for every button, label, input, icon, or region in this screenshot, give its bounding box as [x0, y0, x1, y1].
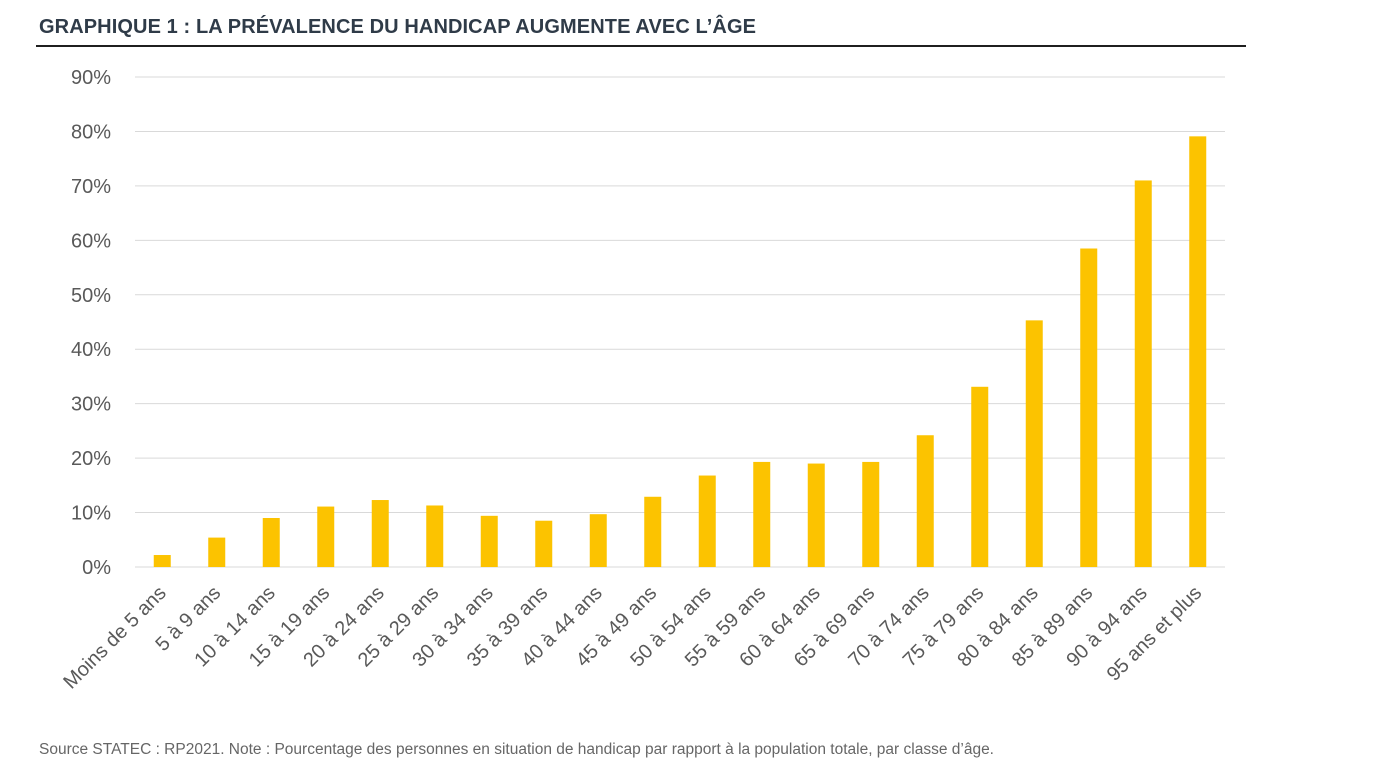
y-tick-label: 80%	[71, 121, 111, 143]
bar	[535, 520, 553, 567]
title-divider	[36, 45, 1246, 47]
bar	[208, 537, 226, 567]
y-tick-label: 0%	[82, 557, 111, 579]
bar	[862, 461, 880, 567]
bar	[807, 463, 825, 567]
bar	[589, 514, 607, 567]
y-tick-label: 70%	[71, 176, 111, 198]
bar	[753, 461, 771, 567]
bar	[971, 386, 989, 567]
source-note: Source STATEC : RP2021. Note : Pourcenta…	[39, 741, 994, 758]
bar	[480, 515, 498, 567]
bar	[153, 555, 171, 567]
y-tick-label: 50%	[71, 285, 111, 307]
y-tick-label: 10%	[71, 503, 111, 525]
bar	[1080, 248, 1098, 567]
bar-chart: 0%10%20%30%40%50%60%70%80%90%Moins de 5 …	[59, 67, 1225, 693]
y-tick-label: 40%	[71, 339, 111, 361]
bar	[1189, 136, 1207, 567]
y-tick-label: 20%	[71, 448, 111, 470]
bar	[262, 518, 280, 567]
y-tick-label: 30%	[71, 394, 111, 416]
bar	[1025, 320, 1043, 567]
bar	[371, 500, 389, 567]
chart-title: GRAPHIQUE 1 : LA PRÉVALENCE DU HANDICAP …	[39, 16, 757, 38]
y-tick-label: 60%	[71, 230, 111, 252]
x-tick-label: 95 ans et plus	[1103, 582, 1207, 686]
bar	[698, 475, 716, 567]
bar	[916, 435, 934, 567]
y-tick-label: 90%	[71, 67, 111, 89]
bar	[426, 505, 444, 567]
bar	[317, 506, 335, 567]
bar	[1134, 180, 1152, 567]
bar	[644, 496, 662, 567]
